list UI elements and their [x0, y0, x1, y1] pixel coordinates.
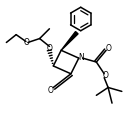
Text: O: O	[47, 44, 52, 53]
Text: O: O	[47, 86, 53, 95]
Text: O: O	[102, 71, 108, 80]
Text: N: N	[78, 53, 84, 62]
Polygon shape	[61, 32, 78, 50]
Text: O: O	[24, 38, 30, 47]
Text: O: O	[105, 44, 111, 53]
